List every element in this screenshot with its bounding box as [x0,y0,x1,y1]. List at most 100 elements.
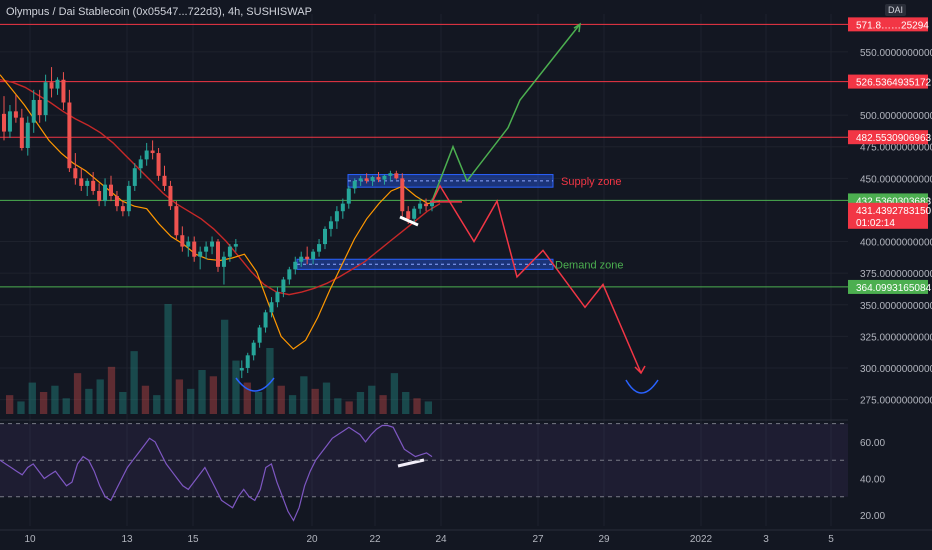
candle-body-13 [79,178,84,186]
candle-body-50 [299,256,304,262]
level-tag-label-0: 571.8……25294 [856,20,929,31]
volume-bar-13 [153,395,161,414]
volume-bar-37 [424,401,432,414]
volume-bar-35 [402,392,410,414]
price-tick-label-1: 500.0000000000 [860,111,932,122]
candle-body-11 [67,102,72,169]
candle-body-15 [91,180,96,191]
candle-body-43 [257,327,262,343]
volume-bar-2 [28,382,36,414]
volume-bar-0 [6,395,14,414]
candle-body-68 [406,211,411,219]
current-price-label: 431.4392783150 [856,206,932,217]
price-tick-label-5: 375.0000000000 [860,269,932,280]
volume-bar-30 [345,401,353,414]
volume-bar-27 [311,388,319,414]
volume-bar-6 [73,373,82,414]
candle-body-28 [168,185,173,207]
currency-badge[interactable]: DAI [884,4,906,16]
chart-title: Olympus / Dai Stablecoin (0x05547...722d… [6,6,312,18]
time-tick-label-5: 24 [435,534,447,545]
candle-body-10 [61,79,66,103]
volume-bar-23 [266,348,274,414]
candle-body-6 [37,99,42,116]
time-tick-label-9: 3 [763,534,769,545]
candle-body-40 [239,367,244,371]
level-tag-4 [848,279,928,294]
divergence-line-price [399,215,419,227]
projection-up-arrowhead [573,22,581,33]
volume-bar-32 [368,385,376,414]
candle-body-48 [287,269,292,280]
demand-zone-label: Demand zone [555,259,624,271]
price-tick-label-7: 325.0000000000 [860,332,932,343]
price-tick-label-2: 475.0000000000 [860,143,932,154]
candle-body-65 [388,173,393,176]
candle-body-1 [7,111,12,132]
candle-body-35 [210,241,215,247]
time-tick-label-3: 20 [306,534,318,545]
price-tick-label-8: 300.0000000000 [860,364,932,375]
candle-body-57 [340,203,345,212]
time-axis: 10 13 15 20 22 24 27 29 2022 3 5 [0,529,932,545]
volume-bar-34 [390,373,399,414]
candle-body-34 [204,246,209,252]
candle-body-5 [31,99,36,123]
volume-bar-9 [107,366,116,414]
current-price-tag [848,202,928,229]
candle-body-36 [216,241,220,267]
candle-body-20 [120,206,125,212]
bottom-arc-left [235,377,275,392]
ma-slow-line [0,79,441,296]
candle-body-47 [281,279,286,293]
volume-bar-21 [243,382,251,414]
time-tick-label-6: 27 [532,534,544,545]
candle-body-42 [251,342,256,356]
price-tick-label-4: 400.0000000000 [860,238,932,249]
candle-body-51 [305,256,310,260]
candle-body-49 [293,261,298,270]
candle-body-0 [2,113,6,132]
price-tick-label-3: 450.0000000000 [860,174,932,185]
level-tag-1 [848,74,928,89]
candle-body-60 [358,178,363,181]
candle-body-55 [328,221,333,229]
volume-bar-10 [119,392,127,414]
candle-body-56 [334,211,339,222]
volume-bar-19 [221,319,229,414]
candlesticks [2,67,434,379]
volume-bar-11 [130,351,138,414]
time-tick-label-4: 22 [369,534,381,545]
candle-body-24 [144,150,149,160]
price-tick-label-9: 275.0000000000 [860,396,932,407]
time-tick-label-2: 15 [187,534,199,545]
candle-body-46 [275,292,280,303]
volume-bar-12 [141,385,150,414]
axis-background [848,0,932,550]
candle-body-72 [430,201,434,207]
candle-body-38 [227,246,232,257]
candle-body-21 [126,185,131,212]
candle-body-44 [263,312,268,328]
candle-body-3 [19,117,24,148]
candle-body-37 [221,256,226,267]
candle-body-69 [412,208,417,219]
volume-bar-33 [379,395,387,414]
price-axis: 550.0000000000 500.0000000000 475.00000000… [848,0,932,550]
time-tick-label-7: 29 [598,534,610,545]
candle-body-4 [25,122,30,148]
candle-body-23 [138,159,143,169]
volume-bar-31 [356,392,365,414]
volume-bar-7 [85,388,93,414]
projection-paths [431,22,646,375]
candle-body-7 [43,82,48,116]
volume-bar-18 [209,376,217,414]
zone-labels: Supply zone Demand zone [555,176,624,271]
candle-body-19 [114,196,119,207]
candle-body-18 [109,184,113,197]
candle-body-31 [186,241,191,247]
projection-up-line [431,23,581,202]
candle-body-25 [150,150,155,154]
candle-body-32 [192,241,197,257]
